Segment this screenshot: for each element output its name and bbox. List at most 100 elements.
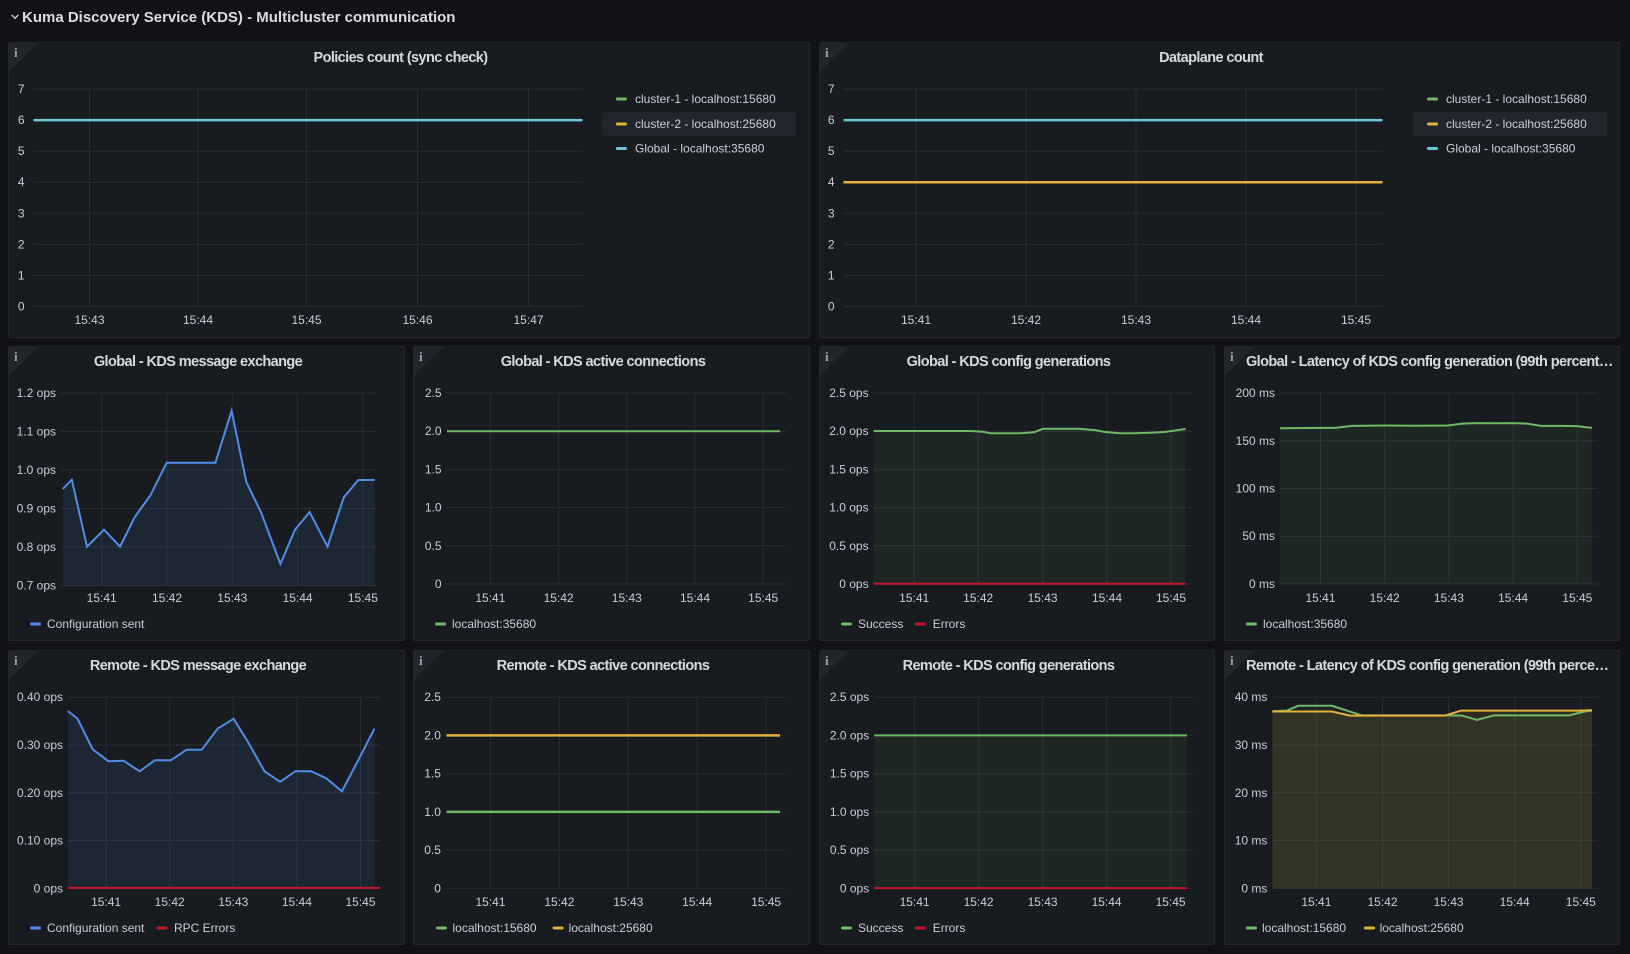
svg-text:2.5: 2.5 xyxy=(424,690,441,704)
svg-text:15:45: 15:45 xyxy=(345,895,375,909)
svg-text:Policies count (sync check): Policies count (sync check) xyxy=(314,50,489,66)
svg-text:15:42: 15:42 xyxy=(155,895,185,909)
svg-text:Success: Success xyxy=(858,921,903,935)
svg-text:Global - localhost:35680: Global - localhost:35680 xyxy=(635,142,765,156)
svg-text:Global - KDS config generation: Global - KDS config generations xyxy=(907,354,1111,370)
svg-text:15:44: 15:44 xyxy=(680,591,710,605)
svg-text:15:45: 15:45 xyxy=(1156,591,1186,605)
svg-text:15:44: 15:44 xyxy=(1231,313,1261,327)
svg-text:10 ms: 10 ms xyxy=(1235,834,1268,848)
svg-text:1.0 ops: 1.0 ops xyxy=(830,805,869,819)
svg-text:15:45: 15:45 xyxy=(1341,313,1371,327)
svg-text:5: 5 xyxy=(828,144,835,158)
svg-text:Global - KDS message exchange: Global - KDS message exchange xyxy=(94,354,303,370)
svg-text:2: 2 xyxy=(18,237,25,251)
svg-text:15:41: 15:41 xyxy=(1301,895,1331,909)
svg-text:Errors: Errors xyxy=(933,921,966,935)
svg-text:30 ms: 30 ms xyxy=(1235,738,1268,752)
svg-text:cluster-1 - localhost:15680: cluster-1 - localhost:15680 xyxy=(1446,92,1587,106)
svg-text:0: 0 xyxy=(828,300,835,314)
svg-text:15:42: 15:42 xyxy=(1367,895,1397,909)
svg-text:15:43: 15:43 xyxy=(74,313,104,327)
svg-text:15:42: 15:42 xyxy=(1370,591,1400,605)
svg-text:15:44: 15:44 xyxy=(1092,591,1122,605)
svg-text:15:44: 15:44 xyxy=(282,895,312,909)
svg-text:7: 7 xyxy=(18,82,25,96)
svg-text:15:43: 15:43 xyxy=(1121,313,1151,327)
svg-text:15:45: 15:45 xyxy=(1156,895,1186,909)
svg-text:15:42: 15:42 xyxy=(152,591,182,605)
svg-text:15:43: 15:43 xyxy=(217,591,247,605)
svg-text:localhost:25680: localhost:25680 xyxy=(1380,921,1464,935)
svg-text:5: 5 xyxy=(18,144,25,158)
svg-text:1.5: 1.5 xyxy=(425,462,442,476)
svg-text:15:46: 15:46 xyxy=(402,313,432,327)
svg-text:2.0: 2.0 xyxy=(424,728,441,742)
svg-text:1.0 ops: 1.0 ops xyxy=(17,463,56,477)
svg-text:0.10 ops: 0.10 ops xyxy=(17,834,63,848)
svg-text:1: 1 xyxy=(828,268,835,282)
svg-text:3: 3 xyxy=(828,206,835,220)
svg-text:0.7 ops: 0.7 ops xyxy=(17,579,56,593)
svg-text:cluster-2 - localhost:25680: cluster-2 - localhost:25680 xyxy=(635,117,776,131)
svg-text:2.0 ops: 2.0 ops xyxy=(830,728,869,742)
svg-text:0.8 ops: 0.8 ops xyxy=(17,540,56,554)
svg-text:15:43: 15:43 xyxy=(218,895,248,909)
svg-text:cluster-2 - localhost:25680: cluster-2 - localhost:25680 xyxy=(1446,117,1587,131)
svg-text:2.0 ops: 2.0 ops xyxy=(829,424,868,438)
svg-text:2.0: 2.0 xyxy=(425,424,442,438)
svg-text:RPC Errors: RPC Errors xyxy=(174,921,235,935)
svg-text:0.5: 0.5 xyxy=(425,539,442,553)
svg-text:Global - localhost:35680: Global - localhost:35680 xyxy=(1446,142,1576,156)
svg-text:200 ms: 200 ms xyxy=(1236,386,1275,400)
svg-text:15:45: 15:45 xyxy=(748,591,778,605)
svg-text:1.0: 1.0 xyxy=(424,805,441,819)
svg-text:2.5 ops: 2.5 ops xyxy=(829,386,868,400)
svg-text:0: 0 xyxy=(435,577,442,591)
svg-text:3: 3 xyxy=(18,206,25,220)
svg-text:100 ms: 100 ms xyxy=(1236,482,1275,496)
svg-text:15:42: 15:42 xyxy=(964,895,994,909)
svg-text:1.0: 1.0 xyxy=(425,501,442,515)
svg-text:localhost:35680: localhost:35680 xyxy=(1263,617,1347,631)
svg-text:15:43: 15:43 xyxy=(1028,591,1058,605)
svg-text:15:41: 15:41 xyxy=(87,591,117,605)
svg-text:0 ms: 0 ms xyxy=(1249,577,1275,591)
svg-text:0.5 ops: 0.5 ops xyxy=(829,539,868,553)
svg-text:1.0 ops: 1.0 ops xyxy=(829,501,868,515)
svg-text:15:44: 15:44 xyxy=(183,313,213,327)
svg-text:50 ms: 50 ms xyxy=(1242,529,1275,543)
svg-text:15:47: 15:47 xyxy=(513,313,543,327)
svg-text:localhost:35680: localhost:35680 xyxy=(452,617,536,631)
svg-text:Remote - KDS active connection: Remote - KDS active connections xyxy=(497,658,710,674)
svg-text:1: 1 xyxy=(18,268,25,282)
svg-text:15:44: 15:44 xyxy=(1500,895,1530,909)
svg-text:1.1 ops: 1.1 ops xyxy=(17,425,56,439)
svg-text:15:45: 15:45 xyxy=(1566,895,1596,909)
svg-text:15:45: 15:45 xyxy=(751,895,781,909)
svg-text:Configuration sent: Configuration sent xyxy=(47,617,145,631)
svg-text:15:42: 15:42 xyxy=(963,591,993,605)
svg-text:15:45: 15:45 xyxy=(1562,591,1592,605)
svg-text:0 ops: 0 ops xyxy=(839,577,868,591)
svg-text:4: 4 xyxy=(18,175,25,189)
svg-text:localhost:25680: localhost:25680 xyxy=(569,921,653,935)
svg-text:0.40 ops: 0.40 ops xyxy=(17,690,63,704)
svg-text:15:42: 15:42 xyxy=(1011,313,1041,327)
svg-text:Success: Success xyxy=(858,617,903,631)
svg-text:15:45: 15:45 xyxy=(348,591,378,605)
svg-text:Remote - KDS config generation: Remote - KDS config generations xyxy=(903,658,1115,674)
svg-text:40 ms: 40 ms xyxy=(1235,690,1268,704)
svg-text:0.5: 0.5 xyxy=(424,843,441,857)
svg-text:0 ops: 0 ops xyxy=(34,881,63,895)
svg-text:15:44: 15:44 xyxy=(1498,591,1528,605)
svg-text:7: 7 xyxy=(828,82,835,96)
svg-text:15:43: 15:43 xyxy=(613,895,643,909)
svg-text:0 ms: 0 ms xyxy=(1241,881,1267,895)
svg-text:Configuration sent: Configuration sent xyxy=(47,921,145,935)
svg-text:Errors: Errors xyxy=(933,617,966,631)
svg-text:15:42: 15:42 xyxy=(544,591,574,605)
svg-text:15:45: 15:45 xyxy=(291,313,321,327)
svg-text:15:43: 15:43 xyxy=(1434,895,1464,909)
svg-text:20 ms: 20 ms xyxy=(1235,786,1268,800)
